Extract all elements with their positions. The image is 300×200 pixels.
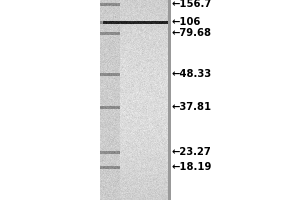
Text: ←23.27: ←23.27 <box>172 147 212 157</box>
Text: ←18.19: ←18.19 <box>172 162 212 172</box>
Text: ←79.68: ←79.68 <box>172 28 212 38</box>
Text: ←106: ←106 <box>172 17 201 27</box>
Text: ←37.81: ←37.81 <box>172 102 212 112</box>
Text: ←156.7: ←156.7 <box>172 0 212 9</box>
Text: ←48.33: ←48.33 <box>172 69 212 79</box>
